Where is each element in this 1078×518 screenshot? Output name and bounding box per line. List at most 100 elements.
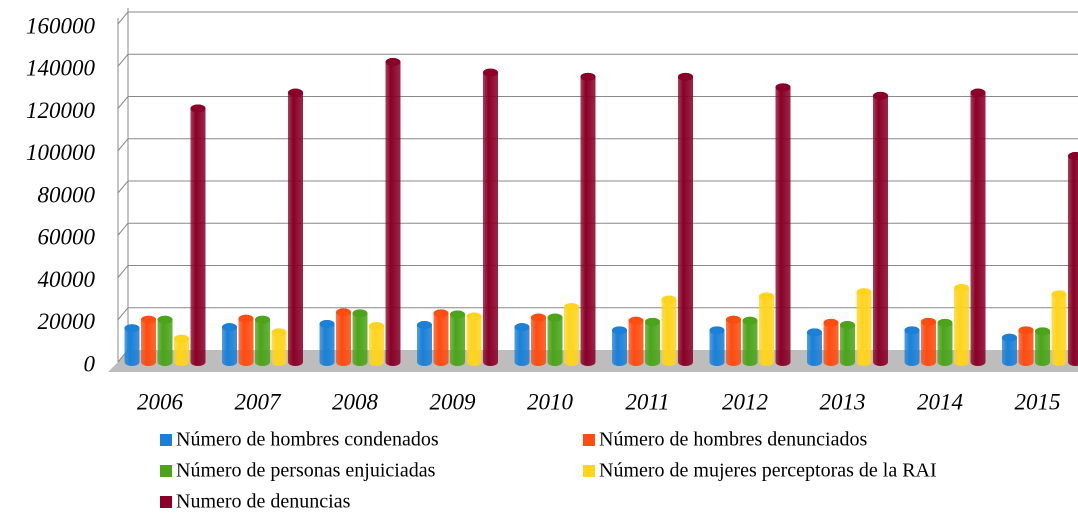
bar-top bbox=[336, 308, 351, 317]
y-tick-label: 0 bbox=[84, 351, 96, 376]
bar bbox=[937, 318, 953, 366]
bar bbox=[564, 303, 579, 366]
bar-top bbox=[564, 303, 579, 312]
bar bbox=[1051, 290, 1067, 366]
bar-top bbox=[628, 316, 644, 325]
bar-top bbox=[937, 318, 953, 327]
bar bbox=[190, 104, 206, 366]
legend-swatch bbox=[583, 434, 595, 446]
bar bbox=[319, 319, 335, 366]
grid-line bbox=[117, 180, 129, 194]
bar-top bbox=[514, 323, 530, 332]
bar bbox=[255, 315, 270, 366]
y-tick-label: 140000 bbox=[26, 56, 96, 81]
bar-top bbox=[823, 318, 839, 327]
bar-top bbox=[1018, 326, 1034, 335]
bar-top bbox=[124, 324, 140, 333]
bar-top bbox=[417, 321, 432, 330]
bar bbox=[222, 323, 237, 366]
bar-top bbox=[157, 315, 173, 324]
bar-top bbox=[288, 88, 303, 97]
bar bbox=[1035, 327, 1050, 366]
bar bbox=[174, 334, 189, 366]
bar-top bbox=[921, 317, 936, 326]
bar bbox=[873, 91, 888, 366]
bar-top bbox=[1002, 333, 1017, 342]
bar bbox=[352, 309, 368, 366]
bar-top bbox=[1051, 290, 1067, 299]
bar-top bbox=[856, 288, 872, 297]
bar bbox=[856, 288, 872, 366]
legend-swatch bbox=[160, 496, 172, 508]
bar-top bbox=[970, 88, 986, 97]
bar-top bbox=[450, 310, 465, 319]
bar-top bbox=[385, 58, 401, 67]
bar-top bbox=[255, 315, 270, 324]
bar bbox=[954, 284, 969, 366]
bar bbox=[531, 313, 546, 366]
legend-label: Número de hombres condenados bbox=[176, 429, 439, 451]
y-tick-label: 160000 bbox=[26, 13, 96, 38]
bar-top bbox=[531, 313, 546, 322]
bar bbox=[904, 326, 920, 366]
bar-top bbox=[271, 328, 287, 337]
y-tick-label: 80000 bbox=[38, 182, 96, 207]
bar-top bbox=[1035, 327, 1050, 336]
bar bbox=[483, 68, 498, 367]
bar-top bbox=[904, 326, 920, 335]
bar-top bbox=[580, 72, 596, 81]
bar-top bbox=[612, 326, 627, 335]
bar bbox=[823, 318, 839, 366]
bar-top bbox=[775, 83, 791, 92]
bar bbox=[709, 326, 725, 366]
bar-top bbox=[759, 292, 774, 301]
legend-swatch bbox=[583, 465, 595, 477]
bar bbox=[612, 326, 627, 366]
bar-top bbox=[1068, 152, 1078, 161]
bar bbox=[514, 323, 530, 366]
bar-top bbox=[174, 334, 189, 343]
bar bbox=[336, 308, 351, 366]
legend-swatch bbox=[160, 434, 172, 446]
bar-top bbox=[141, 315, 156, 324]
grid-line bbox=[117, 96, 129, 109]
bar bbox=[433, 309, 449, 366]
bar-top bbox=[369, 322, 384, 331]
y-tick-label: 100000 bbox=[26, 140, 96, 165]
bar bbox=[970, 88, 986, 366]
legend-label: Número de personas enjuiciadas bbox=[176, 460, 436, 482]
bar bbox=[840, 321, 856, 366]
grid-line bbox=[117, 138, 129, 152]
bar-top bbox=[873, 91, 888, 100]
bar-top bbox=[661, 295, 677, 304]
bar bbox=[450, 310, 465, 366]
bar bbox=[385, 58, 401, 367]
bar-top bbox=[222, 323, 237, 332]
bar-top bbox=[352, 309, 368, 318]
bar bbox=[742, 316, 758, 366]
bar bbox=[141, 315, 156, 366]
x-tick-label: 2009 bbox=[430, 389, 477, 414]
legend-swatch bbox=[160, 465, 172, 477]
grid-line bbox=[117, 11, 129, 25]
bar bbox=[678, 72, 693, 366]
bar bbox=[1002, 333, 1018, 366]
legend-label: Número de mujeres perceptoras de la RAI bbox=[599, 460, 937, 482]
bar bbox=[288, 88, 303, 366]
legend-label: Numero de denuncias bbox=[176, 491, 351, 513]
bar bbox=[775, 83, 791, 366]
grid-line bbox=[117, 53, 129, 67]
bar bbox=[124, 324, 140, 366]
bar bbox=[921, 317, 936, 366]
x-tick-label: 2014 bbox=[917, 389, 963, 414]
x-tick-label: 2010 bbox=[527, 389, 574, 414]
bar-top bbox=[319, 319, 335, 328]
bar-top bbox=[190, 104, 206, 113]
x-tick-label: 2007 bbox=[235, 389, 283, 414]
x-tick-label: 2006 bbox=[137, 389, 184, 414]
y-tick-label: 20000 bbox=[38, 309, 96, 334]
y-tick-label: 40000 bbox=[38, 267, 96, 292]
bar bbox=[369, 322, 384, 366]
bar bbox=[1018, 326, 1034, 366]
bar-top bbox=[954, 284, 969, 293]
